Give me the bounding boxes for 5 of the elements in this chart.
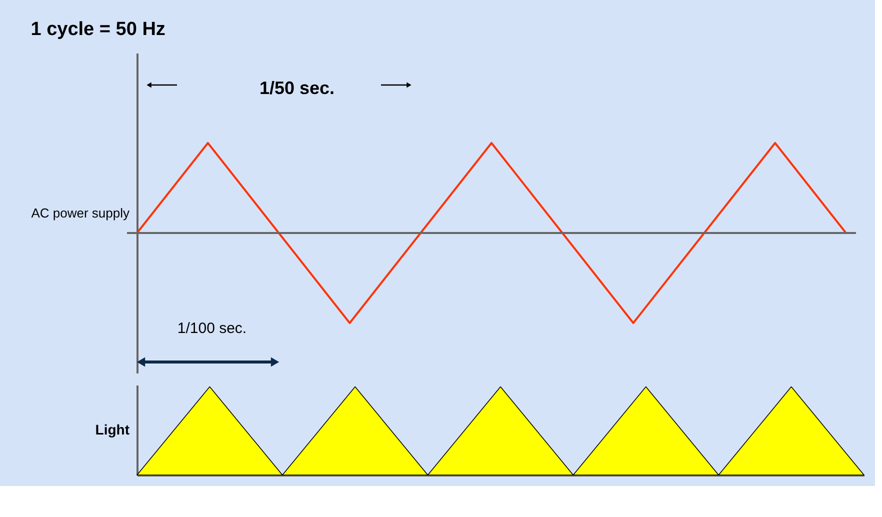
- y-axis-title: Light: [95, 422, 130, 438]
- y-axis-title: AC power supply: [31, 206, 130, 220]
- annotation: 1/100 sec.: [177, 320, 247, 337]
- text: 1/50 sec.: [259, 78, 335, 98]
- chart-title: 1 cycle = 50 Hz: [30, 19, 166, 40]
